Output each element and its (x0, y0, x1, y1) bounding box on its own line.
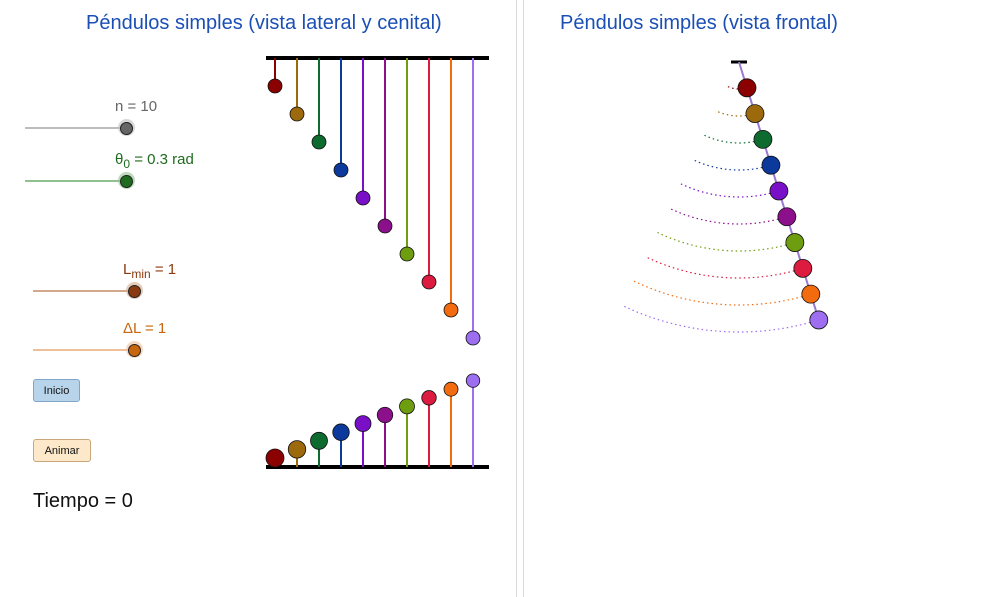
slider-dl-track[interactable] (33, 349, 134, 351)
front-swing-arc (668, 207, 788, 225)
pendulum-front-canvas (621, 60, 829, 333)
front-swing-arc (691, 158, 772, 171)
front-view-panel: Péndulos simples (vista frontal) (524, 0, 988, 597)
top-pendulum-bob (465, 373, 481, 388)
side-pendulum-bob (465, 330, 481, 346)
top-pendulum-bob (421, 390, 437, 406)
top-pendulum-bob (287, 440, 307, 459)
slider-dl-text: ΔL = 1 (123, 320, 167, 337)
front-pendulum-bob (809, 310, 829, 330)
slider-theta-symbol: θ (115, 151, 124, 168)
side-view-title: Péndulos simples (vista lateral y cenita… (86, 12, 442, 34)
front-pendulum-bob (761, 155, 781, 175)
side-pendulum-bob (333, 162, 349, 178)
front-view-title: Péndulos simples (vista frontal) (560, 12, 838, 34)
slider-n-track[interactable] (25, 127, 126, 129)
inicio-button[interactable]: Inicio (33, 379, 80, 402)
top-pendulum-bob (376, 406, 394, 424)
front-pendulum-bob (777, 207, 797, 227)
top-pendulum-bob (310, 431, 328, 450)
panel-divider-left (516, 0, 517, 597)
side-pendulum-bob (421, 274, 437, 290)
front-pendulum-bob (793, 258, 813, 278)
slider-lmin-track[interactable] (33, 290, 134, 292)
side-pendulum-bob (377, 218, 393, 234)
front-pendulum-bob (801, 284, 821, 304)
front-swing-arc (644, 255, 804, 279)
slider-lmin-sub: min (131, 267, 151, 281)
side-pendulum-bob (399, 246, 415, 262)
top-pendulum-bob (332, 423, 350, 441)
slider-n-text: n = 10 (115, 98, 158, 115)
time-readout: Tiempo = 0 (33, 490, 133, 512)
side-pendulum-bob (311, 134, 327, 150)
front-swing-arc (633, 280, 811, 306)
slider-theta-sub: 0 (123, 157, 131, 171)
side-pendulum-bob (443, 302, 459, 318)
panel-divider-right (523, 0, 524, 597)
slider-theta-track[interactable] (25, 180, 126, 182)
top-pendulum-bob (443, 381, 459, 397)
slider-n-knob[interactable] (120, 122, 133, 135)
animar-button[interactable]: Animar (33, 439, 91, 462)
slider-lmin-label: Lmin = 1 (123, 261, 176, 281)
pendulum-side-top-canvas (265, 56, 489, 469)
front-pendulum-bob (785, 233, 805, 252)
slider-theta-value: = 0.3 rad (130, 151, 194, 168)
side-and-top-view-panel: Péndulos simples (vista lateral y cenita… (25, 12, 489, 512)
slider-lmin-value: = 1 (150, 261, 177, 278)
top-pendulum-bob (399, 398, 415, 415)
front-pendulum-bob (737, 78, 757, 98)
front-swing-arc (621, 304, 819, 333)
slider-theta-label: θ0 = 0.3 rad (115, 151, 194, 171)
side-pendulum-bob (267, 78, 283, 94)
side-pendulum-bob (289, 106, 305, 122)
front-pendulum-bob (745, 104, 765, 123)
side-pendulum-bob (355, 190, 371, 206)
top-pendulum-bob (354, 415, 372, 433)
slider-dl-label: ΔL = 1 (123, 320, 166, 337)
slider-lmin-symbol: L (123, 261, 132, 278)
slider-n-label: n = 10 (115, 98, 157, 115)
top-pendulum-bob (265, 448, 285, 468)
slider-dl-knob[interactable] (128, 344, 141, 357)
front-swing-arc (680, 183, 780, 198)
slider-theta-knob[interactable] (120, 175, 133, 188)
front-pendulum-bob (753, 129, 773, 149)
front-swing-arc (656, 231, 796, 252)
front-pendulum-bob (769, 181, 789, 201)
slider-lmin-knob[interactable] (128, 285, 141, 298)
